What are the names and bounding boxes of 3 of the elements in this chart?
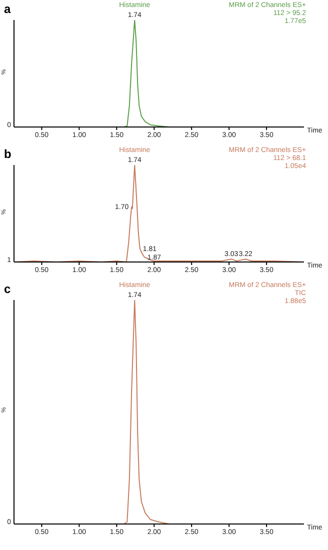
chart-title: b xyxy=(4,147,12,161)
chart-title: c xyxy=(4,282,11,296)
chart-title: a xyxy=(4,2,11,16)
